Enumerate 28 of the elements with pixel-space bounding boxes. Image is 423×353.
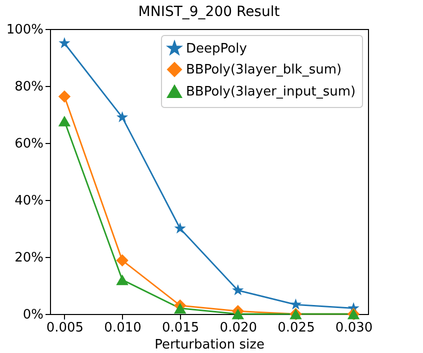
point (232, 308, 244, 320)
point (116, 254, 128, 267)
legend-label: BBPoly(3layer_input_sum) (186, 84, 356, 100)
legend-label: BBPoly(3layer_blk_sum) (186, 62, 342, 78)
y-tick-label: 0% (22, 308, 44, 322)
point (58, 90, 71, 103)
y-tick-label: 60% (14, 136, 44, 152)
point (58, 116, 71, 126)
x-axis-title: Perturbation size (154, 338, 264, 352)
x-tick-label: 0.020 (220, 320, 258, 336)
point (174, 302, 186, 314)
point (174, 222, 186, 234)
x-tick-label: 0.005 (46, 320, 84, 336)
y-tick-label: 20% (14, 250, 44, 266)
y-tick-label: 40% (14, 194, 44, 208)
point (58, 37, 70, 48)
point (116, 274, 128, 286)
x-tick-label: 0.025 (278, 320, 315, 336)
x-tick-label: 0.015 (162, 320, 200, 336)
chart-title: MNIST_9_200 Result (138, 4, 280, 20)
point (232, 284, 244, 296)
legend-label: DeepPoly (186, 42, 248, 56)
point (116, 111, 128, 122)
y-tick-label: 100% (6, 22, 44, 38)
x-tick-label: 0.010 (104, 320, 142, 336)
point (290, 298, 302, 310)
x-tick-label: 0.030 (335, 320, 373, 336)
y-tick-label: 80% (14, 80, 44, 94)
